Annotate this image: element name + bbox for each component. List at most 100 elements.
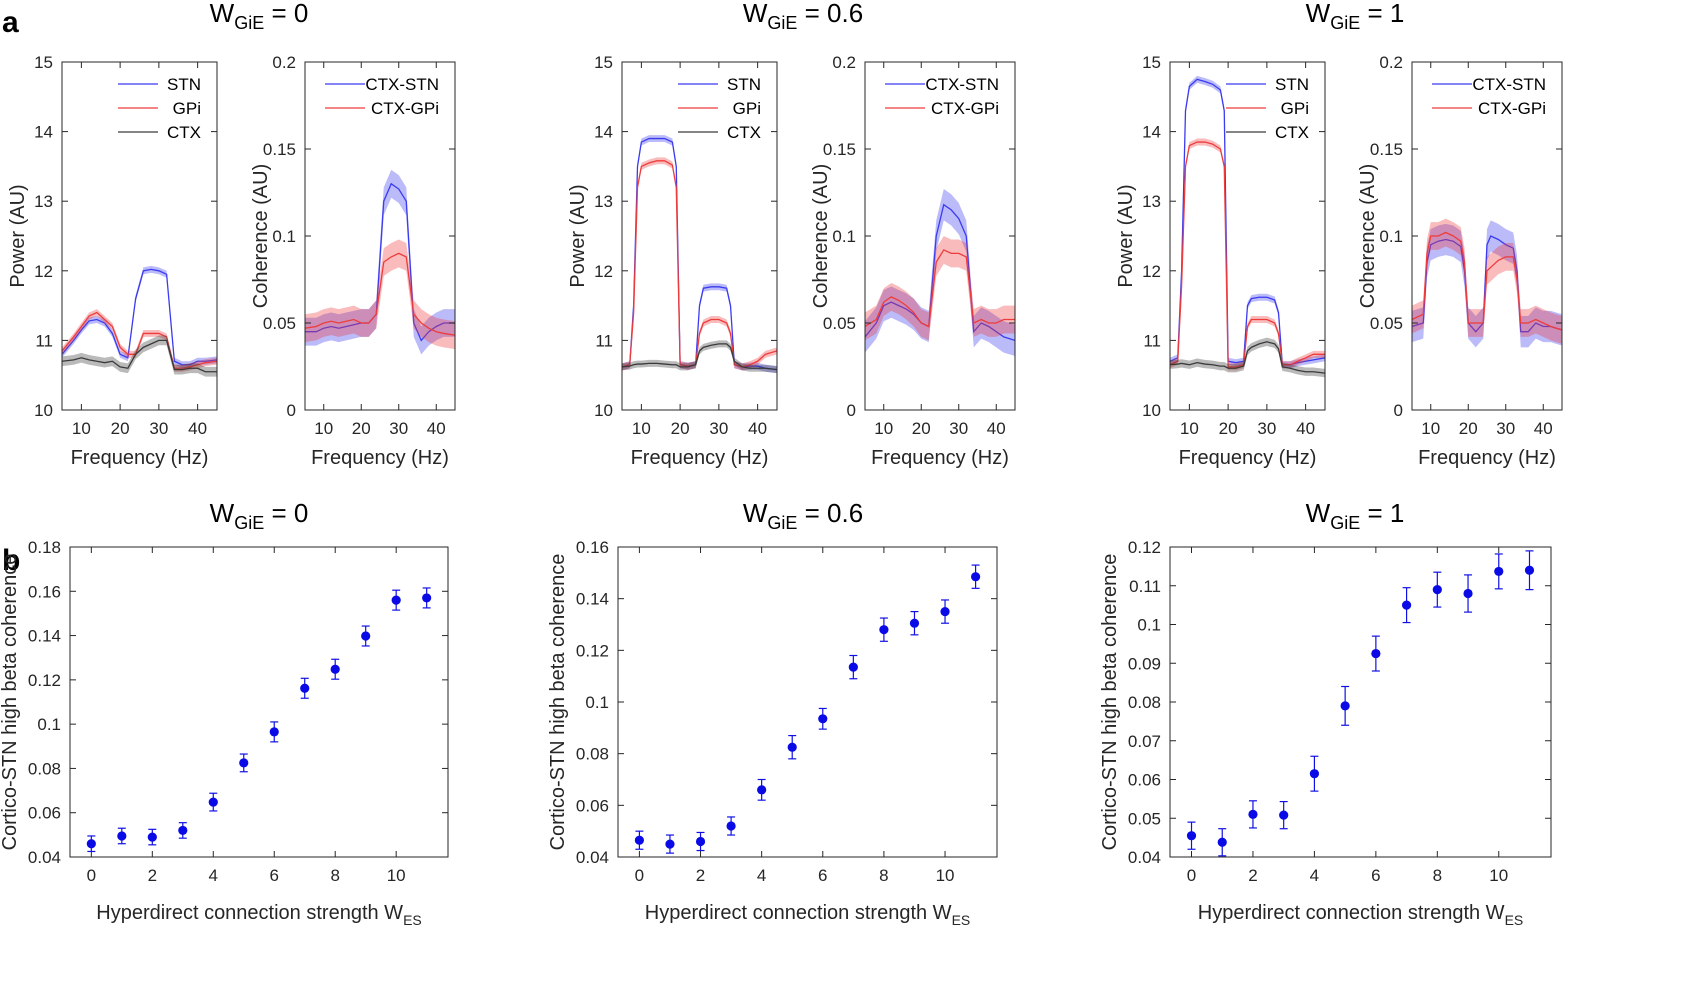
legend-label-ctx-stn: CTX-STN: [365, 75, 439, 94]
x-tick-label: 2: [1248, 866, 1257, 885]
y-tick-label: 0.09: [1128, 654, 1161, 673]
axes-box: [61, 61, 218, 411]
y-tick-label: 0: [287, 401, 296, 420]
chart-7: WGiE = 0 0 2 4 6 8 10 0.04 0.06 0.08 0.1 0.12 0.14 0.…: [0, 498, 449, 928]
legend-label-stn: STN: [1275, 75, 1309, 94]
x-axis-label-main: Hyperdirect connection strength W: [96, 902, 403, 924]
title-subscript: GiE: [1330, 13, 1360, 33]
series-line-stn: [62, 268, 217, 366]
x-axis-label-main: Hyperdirect connection strength W: [1198, 902, 1505, 924]
data-point: [1494, 566, 1504, 577]
x-tick-label: 20: [1219, 419, 1238, 438]
y-tick-label: 0.08: [28, 759, 61, 778]
y-tick-label: 0.12: [576, 641, 609, 660]
x-tick-label: 2: [148, 866, 157, 885]
y-tick-label: 0.06: [28, 804, 61, 823]
data-point: [300, 683, 310, 693]
series-band-ctx-gpi: [865, 236, 1015, 341]
title-value: = 0.6: [797, 498, 863, 528]
title-subscript: GiE: [767, 13, 797, 33]
y-tick-label: 0.16: [576, 538, 609, 557]
axes-box: [69, 546, 449, 858]
chart-5: WGiE = 1 10 20 30 40 10 11 12 13 14 15 STN GPi CTX Fre…: [1115, 0, 1404, 469]
y-tick-label: 0: [1394, 401, 1403, 420]
legend-label-ctx: CTX: [727, 123, 761, 142]
series-line-ctx: [62, 339, 217, 373]
y-tick-label: 0.2: [272, 53, 296, 72]
data-point: [634, 835, 644, 845]
legend-label-ctx-stn: CTX-STN: [925, 75, 999, 94]
title-subscript: GiE: [1330, 513, 1360, 533]
data-point: [391, 595, 401, 605]
data-point: [1217, 837, 1227, 847]
y-tick-label: 0.12: [28, 671, 61, 690]
x-tick-label: 40: [1296, 419, 1315, 438]
series-line-gpi: [62, 311, 217, 369]
x-tick-label: 6: [1371, 866, 1380, 885]
chart-title: WGiE = 1: [1306, 498, 1405, 533]
legend-label-gpi: GPi: [173, 99, 201, 118]
chart-title: WGiE = 0: [210, 498, 309, 533]
series-band-ctx-stn: [1412, 220, 1562, 348]
x-tick-label: 30: [389, 419, 408, 438]
y-tick-label: 0.1: [832, 227, 856, 246]
data-point: [971, 572, 981, 582]
chart-title: WGiE = 0: [210, 0, 309, 33]
title-main: W: [1306, 0, 1331, 28]
title-main: W: [743, 0, 768, 28]
x-tick-label: 10: [72, 419, 91, 438]
chart-3: WGiE = 0.6 10 20 30 40 10 11 12 13 14 15 STN GPi CTX F…: [567, 0, 863, 469]
legend-label-stn: STN: [727, 75, 761, 94]
y-tick-label: 0.1: [37, 715, 61, 734]
x-tick-label: 30: [1496, 419, 1515, 438]
legend-label-gpi: GPi: [1281, 99, 1309, 118]
y-tick-label: 0.14: [576, 590, 609, 609]
y-axis-label: Cortico-STN high beta coherence: [0, 554, 21, 851]
series-line-ctx: [1170, 341, 1325, 374]
title-subscript: GiE: [234, 13, 264, 33]
x-tick-label: 10: [387, 866, 406, 885]
data-point: [695, 836, 706, 847]
y-tick-label: 0.08: [1128, 693, 1161, 712]
title-value: = 1: [1360, 0, 1404, 28]
y-tick-label: 0.05: [263, 314, 296, 333]
x-tick-label: 10: [936, 866, 955, 885]
data-point: [1186, 831, 1197, 841]
chart-title: WGiE = 0.6: [743, 0, 863, 33]
y-axis-label: Power (AU): [7, 184, 29, 287]
data-point: [1340, 701, 1350, 711]
panel-label-a: a: [2, 6, 19, 39]
y-axis-label: Power (AU): [1115, 184, 1137, 287]
data-point: [757, 785, 767, 795]
y-tick-label: 0.05: [823, 314, 856, 333]
y-tick-label: 12: [1142, 262, 1161, 281]
y-tick-label: 0.2: [1379, 53, 1403, 72]
series-line-ctx-stn: [865, 203, 1015, 342]
axes-box: [1169, 61, 1326, 411]
x-tick-label: 40: [987, 419, 1006, 438]
y-tick-label: 0.04: [28, 848, 61, 867]
y-tick-label: 13: [34, 192, 53, 211]
title-subscript: GiE: [767, 513, 797, 533]
y-tick-label: 0.05: [1370, 314, 1403, 333]
x-tick-label: 20: [912, 419, 931, 438]
x-axis-label: Hyperdirect connection strength WES: [645, 902, 971, 928]
data-point: [665, 839, 675, 849]
y-tick-label: 0.06: [1128, 771, 1161, 790]
plot-area: [305, 169, 455, 355]
x-tick-label: 20: [1459, 419, 1478, 438]
chart-4: 10 20 30 40 0 0.05 0.1 0.15 0.2 CTX-STN CTX-GPi Fre…: [810, 53, 1016, 469]
chart-title: WGiE = 1: [1306, 0, 1405, 33]
series-line-ctx-gpi: [1412, 231, 1562, 331]
data-point: [1432, 585, 1442, 595]
y-tick-label: 12: [34, 262, 53, 281]
plot-area: [622, 135, 777, 374]
series-band-ctx-stn: [865, 189, 1015, 357]
title-value: = 1: [1360, 498, 1404, 528]
y-tick-label: 0.15: [263, 140, 296, 159]
x-axis-label: Frequency (Hz): [1179, 447, 1317, 469]
data-point: [269, 727, 279, 737]
title-value: = 0: [264, 498, 308, 528]
x-tick-label: 6: [818, 866, 827, 885]
y-tick-label: 0.15: [823, 140, 856, 159]
